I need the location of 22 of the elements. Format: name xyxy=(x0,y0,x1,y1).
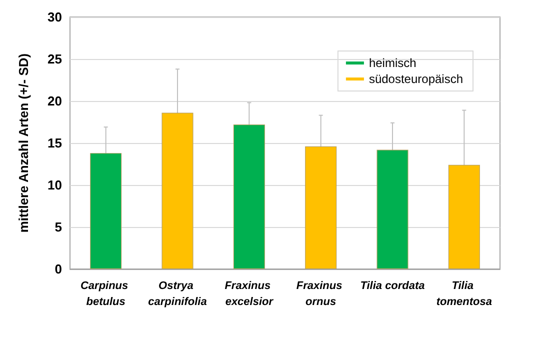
x-tick-label: Tilia cordata xyxy=(360,280,425,292)
x-tick-label: Ostrya carpinifolia xyxy=(148,280,207,308)
legend-label: südosteuropäisch xyxy=(368,72,463,86)
x-tick-label: Fraxinus excelsior xyxy=(224,280,274,308)
legend-label: heimisch xyxy=(368,56,416,70)
y-tick-label: 0 xyxy=(54,262,62,276)
bar xyxy=(162,112,194,269)
y-tick-label: 20 xyxy=(48,94,62,108)
bar xyxy=(233,124,265,269)
bar xyxy=(376,150,408,269)
bar xyxy=(305,146,337,269)
y-tick-label: 10 xyxy=(48,178,62,192)
y-tick-label: 30 xyxy=(48,10,62,24)
x-tick-label: Tilia tomentosa xyxy=(436,280,492,308)
bar xyxy=(448,164,480,269)
x-tick-label: Carpinus betulus xyxy=(80,280,132,308)
x-tick-label: Fraxinus ornus xyxy=(296,280,346,308)
y-tick-label: 15 xyxy=(48,136,62,150)
y-tick-label: 5 xyxy=(54,220,62,234)
bar xyxy=(90,153,122,269)
y-axis-title: mittlere Anzahl Arten (+/- SD) xyxy=(16,53,31,233)
y-tick-label: 25 xyxy=(48,52,62,66)
